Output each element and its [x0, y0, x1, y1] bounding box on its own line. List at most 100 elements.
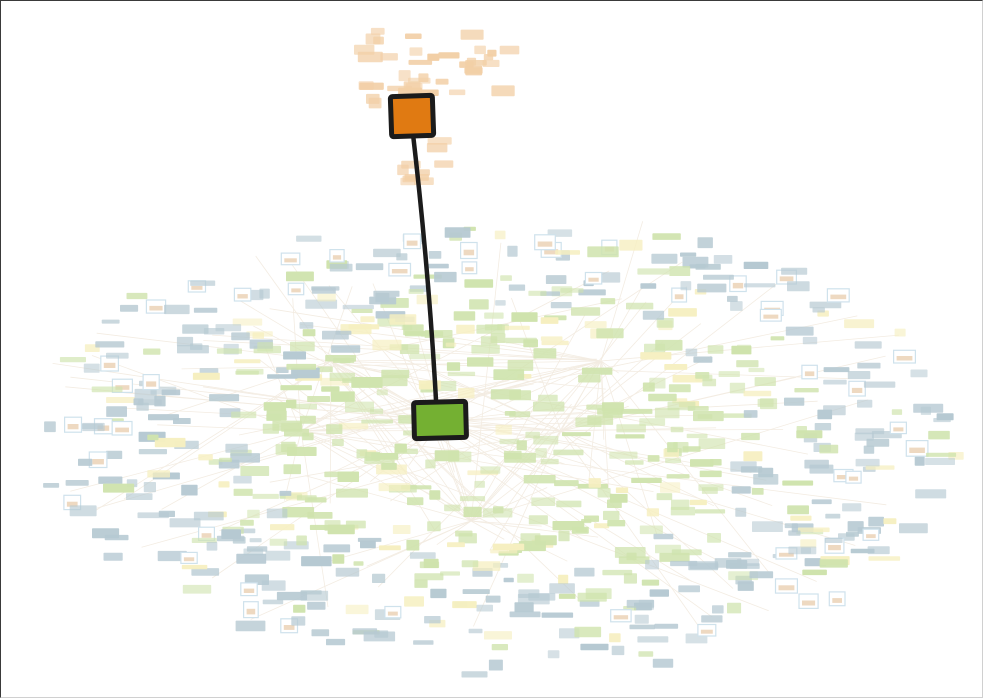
network-node[interactable]	[660, 482, 681, 493]
network-node[interactable]	[233, 475, 252, 484]
network-node[interactable]	[712, 605, 724, 614]
network-node[interactable]	[695, 263, 721, 270]
network-node[interactable]	[206, 541, 218, 551]
network-node[interactable]	[609, 633, 621, 643]
network-node[interactable]	[578, 374, 601, 383]
network-node[interactable]	[743, 390, 772, 397]
network-node[interactable]	[266, 413, 282, 421]
network-node[interactable]	[597, 408, 623, 415]
network-node[interactable]	[182, 584, 212, 594]
network-node[interactable]	[540, 336, 563, 341]
network-node[interactable]	[647, 455, 660, 462]
network-node[interactable]	[233, 488, 253, 496]
network-node[interactable]	[520, 533, 541, 542]
network-node[interactable]	[648, 393, 677, 402]
network-node[interactable]	[518, 541, 546, 552]
network-node[interactable]	[492, 543, 525, 551]
network-node[interactable]	[866, 438, 890, 447]
network-node[interactable]	[488, 659, 503, 671]
network-node[interactable]	[680, 281, 692, 291]
network-node[interactable]	[345, 401, 374, 413]
network-node[interactable]	[638, 651, 654, 657]
network-node[interactable]	[429, 490, 441, 500]
network-node[interactable]	[216, 348, 242, 354]
network-node[interactable]	[286, 399, 297, 409]
network-node[interactable]	[910, 369, 928, 378]
network-node[interactable]	[781, 267, 808, 275]
network-node[interactable]	[191, 537, 217, 543]
network-node[interactable]	[137, 512, 170, 519]
network-node[interactable]	[584, 321, 607, 329]
network-node[interactable]	[626, 302, 654, 310]
network-node[interactable]	[381, 463, 397, 470]
network-node[interactable]	[528, 290, 547, 296]
network-node[interactable]	[267, 374, 298, 379]
cluster-node[interactable]	[380, 53, 398, 61]
network-node[interactable]	[147, 470, 170, 478]
network-node[interactable]	[414, 573, 444, 581]
network-node[interactable]	[558, 530, 570, 542]
network-node[interactable]	[143, 482, 156, 493]
network-node[interactable]	[216, 535, 245, 542]
network-node[interactable]	[209, 394, 240, 402]
network-node[interactable]	[760, 398, 778, 410]
network-node[interactable]	[656, 493, 673, 501]
network-node[interactable]	[369, 408, 384, 414]
network-node[interactable]	[307, 601, 326, 610]
network-node[interactable]	[559, 628, 580, 639]
network-node[interactable]	[351, 308, 373, 313]
network-node[interactable]	[305, 299, 338, 309]
network-node[interactable]	[603, 510, 620, 520]
network-node[interactable]	[665, 458, 681, 464]
network-node[interactable]	[748, 367, 765, 373]
cluster-node[interactable]	[427, 53, 440, 61]
network-node[interactable]	[727, 602, 742, 614]
network-node[interactable]	[428, 251, 442, 259]
network-node[interactable]	[480, 466, 501, 474]
network-node[interactable]	[419, 561, 440, 569]
network-node[interactable]	[456, 324, 475, 334]
network-node[interactable]	[782, 480, 814, 486]
network-node[interactable]	[671, 499, 690, 510]
network-node[interactable]	[641, 579, 660, 586]
network-node[interactable]	[440, 571, 460, 576]
network-node[interactable]	[645, 559, 659, 570]
network-node[interactable]	[652, 658, 674, 668]
network-node[interactable]	[286, 271, 314, 282]
network-node[interactable]	[471, 345, 500, 354]
network-node[interactable]	[257, 342, 274, 352]
network-node[interactable]	[270, 524, 295, 531]
network-node[interactable]	[594, 523, 610, 529]
network-node[interactable]	[444, 504, 461, 512]
highlighted-orange-node[interactable]	[387, 92, 437, 140]
network-node[interactable]	[620, 408, 653, 414]
cluster-node[interactable]	[408, 59, 433, 65]
network-node[interactable]	[809, 464, 834, 474]
network-node[interactable]	[474, 480, 485, 488]
cluster-node[interactable]	[402, 175, 417, 183]
network-node[interactable]	[554, 480, 579, 487]
network-node[interactable]	[899, 523, 928, 534]
network-node[interactable]	[713, 255, 733, 264]
network-node[interactable]	[472, 561, 501, 571]
network-node[interactable]	[249, 538, 262, 543]
network-node[interactable]	[560, 288, 584, 293]
network-node[interactable]	[702, 378, 717, 387]
network-node[interactable]	[469, 299, 489, 310]
network-node[interactable]	[405, 331, 430, 337]
network-node[interactable]	[426, 263, 449, 269]
network-node[interactable]	[414, 579, 428, 588]
network-node[interactable]	[434, 271, 457, 283]
network-node[interactable]	[103, 552, 123, 561]
network-node[interactable]	[558, 593, 576, 599]
network-node[interactable]	[549, 583, 575, 594]
network-node[interactable]	[198, 454, 213, 461]
network-node[interactable]	[737, 581, 754, 591]
network-node[interactable]	[326, 424, 343, 434]
network-node[interactable]	[120, 304, 139, 312]
network-node[interactable]	[571, 307, 601, 316]
network-node[interactable]	[812, 307, 825, 313]
network-node[interactable]	[854, 432, 874, 441]
network-node[interactable]	[134, 388, 157, 400]
network-node[interactable]	[516, 440, 527, 451]
